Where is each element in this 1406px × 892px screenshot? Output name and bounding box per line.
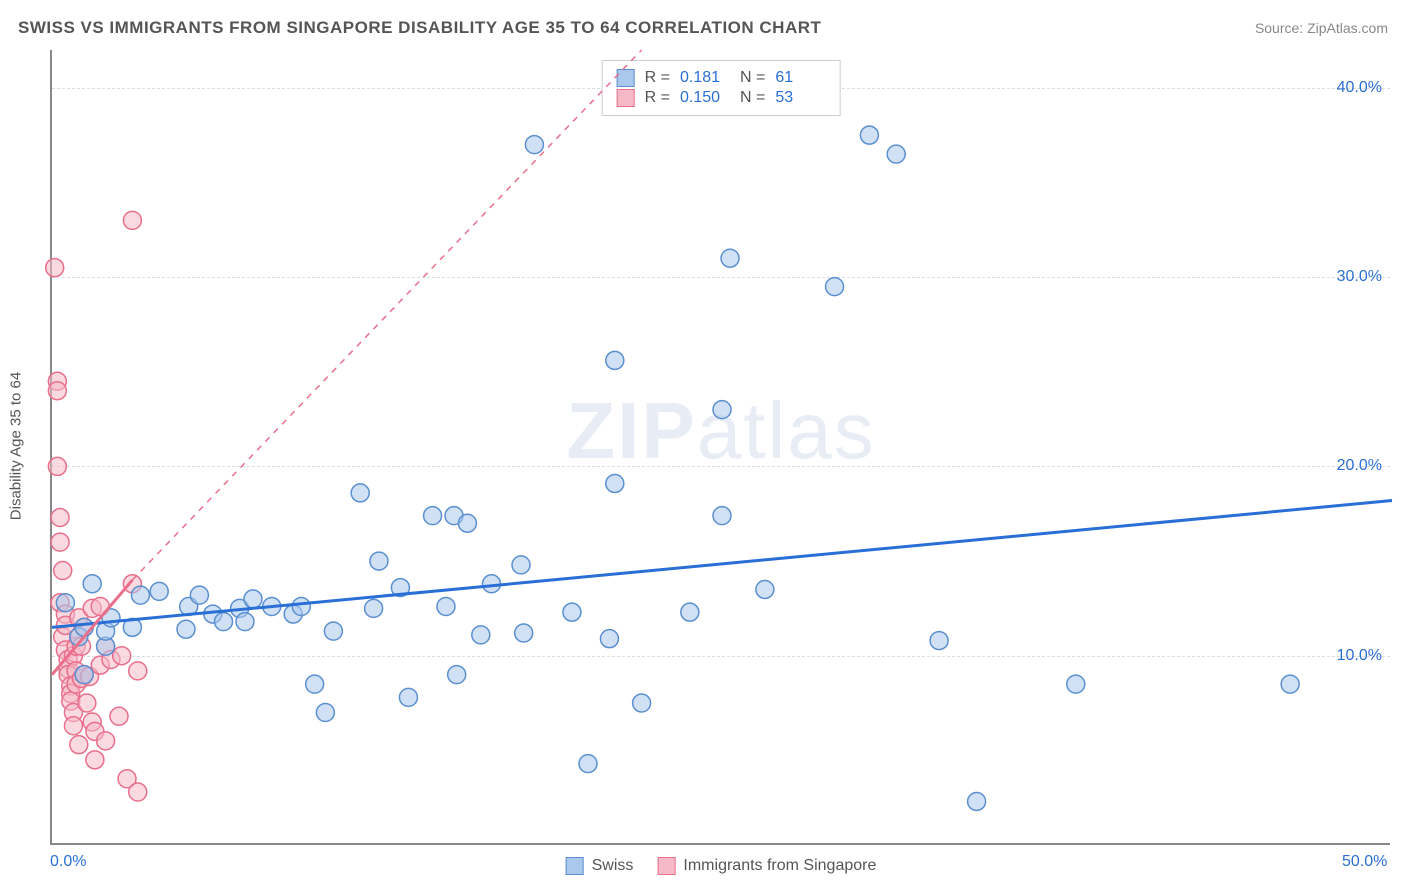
swiss-point (236, 613, 254, 631)
swiss-point (437, 598, 455, 616)
swiss-point (83, 575, 101, 593)
singapore-point (78, 694, 96, 712)
swiss-point (633, 694, 651, 712)
swiss-point (600, 630, 618, 648)
swiss-point (316, 704, 334, 722)
singapore-point (54, 562, 72, 580)
singapore-point (97, 732, 115, 750)
singapore-point (110, 707, 128, 725)
singapore-point (129, 662, 147, 680)
swiss-point (713, 401, 731, 419)
singapore-swatch (657, 857, 675, 875)
singapore-point (51, 509, 69, 527)
singapore-point (48, 457, 66, 475)
swiss-point (458, 514, 476, 532)
singapore-point (46, 259, 64, 277)
singapore-point (123, 211, 141, 229)
swiss-point (606, 474, 624, 492)
swiss-point (515, 624, 533, 642)
swiss-point (399, 688, 417, 706)
swiss-point (1067, 675, 1085, 693)
swiss-point (713, 507, 731, 525)
swiss-legend-label: Swiss (592, 857, 634, 875)
swiss-point (370, 552, 388, 570)
swiss-point (424, 507, 442, 525)
series-legend: Swiss Immigrants from Singapore (566, 857, 877, 875)
swiss-point (56, 594, 74, 612)
swiss-point (215, 613, 233, 631)
swiss-point (448, 666, 466, 684)
swiss-point (131, 586, 149, 604)
swiss-point (887, 145, 905, 163)
swiss-swatch (566, 857, 584, 875)
singapore-point (70, 736, 88, 754)
singapore-legend-label: Immigrants from Singapore (683, 857, 876, 875)
swiss-point (681, 603, 699, 621)
chart-title: SWISS VS IMMIGRANTS FROM SINGAPORE DISAB… (18, 18, 821, 38)
swiss-point (606, 351, 624, 369)
singapore-point (113, 647, 131, 665)
swiss-point (1281, 675, 1299, 693)
singapore-point (129, 783, 147, 801)
trend-line (132, 50, 641, 580)
swiss-point (351, 484, 369, 502)
singapore-point (86, 751, 104, 769)
x-tick-label: 50.0% (1342, 853, 1387, 871)
swiss-point (579, 755, 597, 773)
swiss-point (563, 603, 581, 621)
y-axis-label: Disability Age 35 to 64 (8, 372, 25, 520)
singapore-point (51, 533, 69, 551)
x-tick-label: 0.0% (50, 853, 86, 871)
swiss-point (525, 136, 543, 154)
swiss-point (306, 675, 324, 693)
source-attribution: Source: ZipAtlas.com (1255, 20, 1388, 36)
swiss-point (930, 632, 948, 650)
swiss-point (365, 599, 383, 617)
swiss-point (177, 620, 195, 638)
swiss-point (721, 249, 739, 267)
swiss-point (860, 126, 878, 144)
swiss-point (324, 622, 342, 640)
swiss-point (244, 590, 262, 608)
singapore-point (64, 717, 82, 735)
swiss-point (292, 598, 310, 616)
swiss-point (472, 626, 490, 644)
swiss-point (826, 278, 844, 296)
swiss-point (190, 586, 208, 604)
swiss-point (756, 580, 774, 598)
swiss-point (512, 556, 530, 574)
singapore-point (48, 382, 66, 400)
plot-area: 10.0%20.0%30.0%40.0%0.0%50.0% ZIPatlas R… (50, 50, 1390, 845)
swiss-point (968, 792, 986, 810)
swiss-point (150, 582, 168, 600)
swiss-point (75, 666, 93, 684)
scatter-svg (52, 50, 1390, 843)
